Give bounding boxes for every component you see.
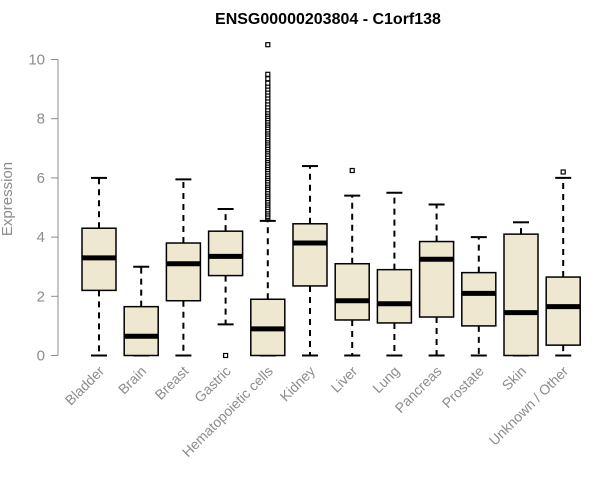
- y-tick-label: 4: [37, 229, 45, 246]
- y-axis: 0 2 4 6 8 10: [28, 52, 59, 365]
- outlier-point: [265, 42, 271, 48]
- y-axis-label: Expression: [0, 162, 16, 236]
- y-tick-label: 2: [37, 288, 45, 305]
- iqr-box: [292, 223, 328, 287]
- outlier-point: [223, 352, 229, 359]
- box-kidney: [292, 165, 328, 357]
- iqr-box: [165, 242, 202, 302]
- box-unknown-other: [545, 169, 581, 357]
- outlier-point: [560, 169, 566, 175]
- x-tick-label: Lung: [369, 363, 402, 396]
- x-tick-label: Unknown / Other: [486, 363, 572, 449]
- y-tick-label: 10: [28, 52, 45, 69]
- iqr-box: [545, 276, 581, 346]
- outlier-point: [265, 76, 271, 82]
- iqr-box: [334, 262, 370, 321]
- box-bladder: [81, 176, 117, 357]
- y-tick-label: 8: [37, 111, 45, 128]
- iqr-box: [418, 240, 455, 318]
- x-tick-label: Skin: [499, 363, 530, 394]
- y-tick-label: 6: [37, 170, 45, 187]
- box-gastric: [207, 207, 244, 359]
- iqr-box: [207, 230, 244, 277]
- y-tick-label: 0: [37, 348, 45, 365]
- box-lung: [376, 191, 413, 357]
- box-skin: [503, 221, 539, 357]
- x-tick-label: Breast: [152, 363, 192, 403]
- iqr-box: [503, 233, 539, 357]
- box-prostate: [461, 236, 497, 357]
- box-breast: [165, 178, 202, 357]
- plot-area: [81, 42, 581, 359]
- iqr-box: [376, 268, 413, 324]
- x-tick-label: Liver: [328, 363, 361, 396]
- x-tick-label: Brain: [115, 363, 149, 397]
- outlier-point: [265, 71, 271, 77]
- x-tick-label: Bladder: [62, 363, 108, 409]
- iqr-box: [461, 271, 497, 327]
- outlier-point: [265, 80, 271, 86]
- x-tick-label: Prostate: [439, 363, 487, 411]
- iqr-box: [123, 305, 159, 357]
- box-hematopoietic-cells: [250, 42, 286, 357]
- box-pancreas: [418, 203, 455, 357]
- box-brain: [123, 265, 159, 357]
- x-tick-label: Kidney: [277, 363, 319, 405]
- box-liver: [334, 167, 370, 357]
- outlier-point: [349, 167, 355, 174]
- chart-title: ENSG00000203804 - C1orf138: [215, 11, 441, 28]
- x-tick-label: Pancreas: [392, 363, 445, 416]
